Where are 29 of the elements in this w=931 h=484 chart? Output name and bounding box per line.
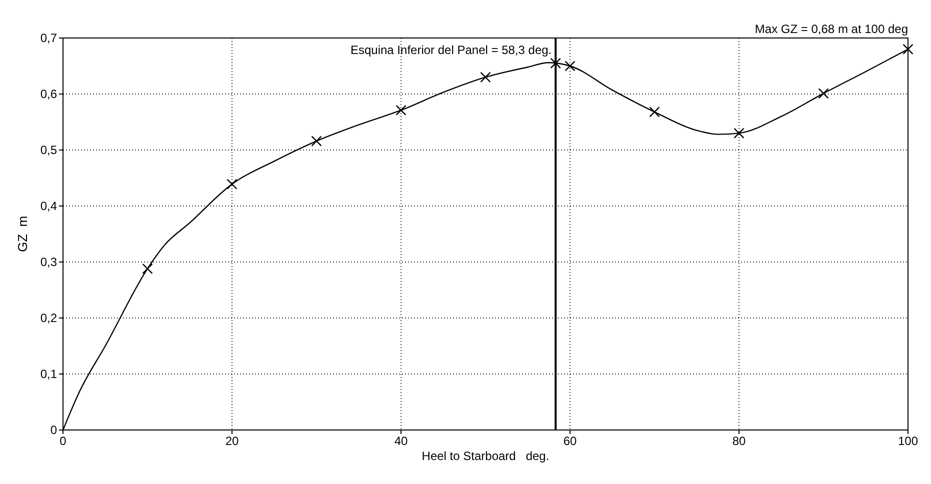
point [818,88,829,99]
y-tick-label: 0,7 [40,31,58,45]
point [311,136,322,146]
point [480,72,491,83]
y-tick-label: 0,3 [40,255,58,269]
x-axis-title: Heel to Starboard deg. [422,449,550,463]
x-tick-label: 0 [60,434,67,448]
point [396,104,406,116]
x-tick-label: 40 [394,434,408,448]
point [649,106,660,118]
y-tick-label: 0,4 [40,199,58,213]
x-tick-label: 80 [732,434,746,448]
point [734,128,744,139]
x-tick-label: 20 [225,434,239,448]
annotation: Max GZ = 0,68 m at 100 deg [754,22,908,36]
x-tick-label: 60 [563,434,577,448]
y-tick-label: 0 [50,423,58,437]
point [226,178,238,190]
point [902,44,914,55]
y-tick-label: 0,6 [40,87,58,101]
y-tick-label: 0,1 [40,367,58,381]
y-tick-label: 0,5 [40,143,58,157]
x-tick-label: 100 [898,434,918,448]
point [564,60,576,72]
point [142,263,153,274]
point [550,58,561,69]
y-tick-label: 0,2 [40,311,58,325]
ref-line-label: Esquina Inferior del Panel = 58,3 deg. [350,43,552,57]
y-axis-title: GZ m [15,216,30,252]
